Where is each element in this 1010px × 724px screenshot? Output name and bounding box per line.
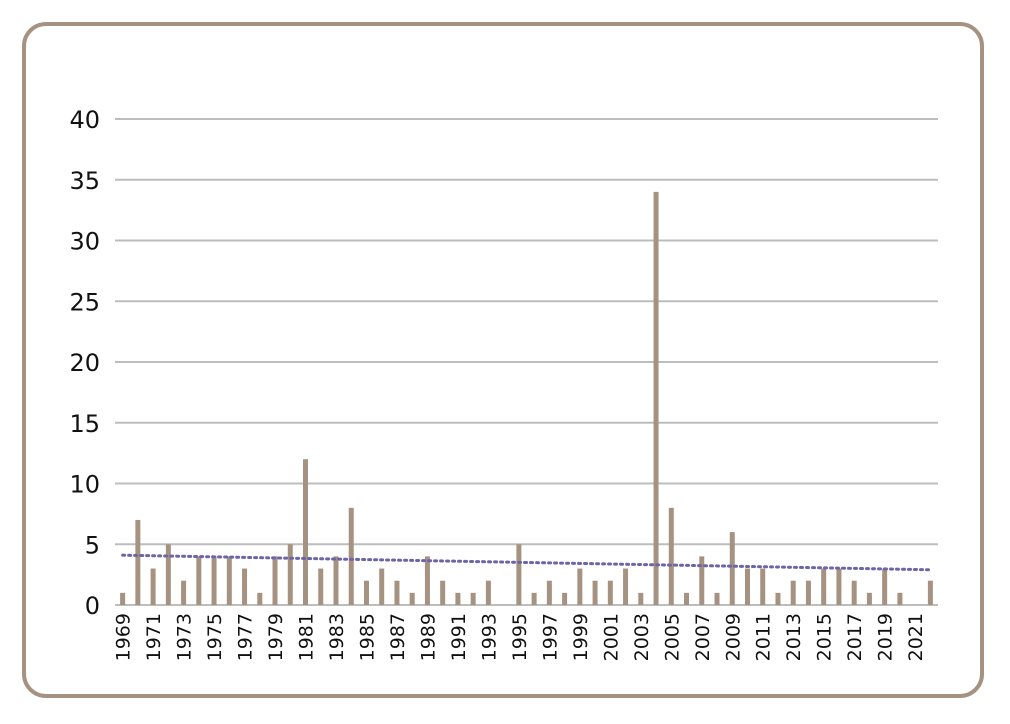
bar-1975 bbox=[211, 556, 217, 605]
x-tick-label: 2021 bbox=[905, 613, 927, 661]
bar-2009 bbox=[729, 532, 735, 605]
y-tick-label: 20 bbox=[69, 349, 100, 377]
x-tick-label: 1993 bbox=[478, 613, 500, 661]
bar-1992 bbox=[470, 592, 476, 605]
bar-2001 bbox=[607, 580, 613, 605]
gridlines bbox=[115, 118, 938, 606]
bar-1991 bbox=[455, 592, 461, 605]
x-tick-label: 1985 bbox=[356, 613, 378, 661]
x-tick-label: 1983 bbox=[326, 613, 348, 661]
bar-1998 bbox=[562, 592, 568, 605]
bar-1989 bbox=[424, 556, 430, 605]
x-tick-label: 2005 bbox=[661, 613, 683, 661]
bar-1977 bbox=[242, 568, 248, 605]
bar-1990 bbox=[440, 580, 446, 605]
bar-2020 bbox=[897, 592, 903, 605]
x-axis-ticks: 1969 1971 1973 1975 1977 1979 1981 1983 1985 1987… bbox=[113, 613, 928, 661]
bar-1978 bbox=[257, 592, 263, 605]
bar-2006 bbox=[684, 592, 690, 605]
trendline bbox=[121, 553, 932, 572]
x-tick-label: 1975 bbox=[204, 613, 226, 661]
bar-1970 bbox=[135, 519, 141, 605]
bar-1972 bbox=[165, 544, 171, 605]
x-tick-label: 1969 bbox=[113, 613, 135, 661]
bar-1997 bbox=[546, 580, 552, 605]
bar-1985 bbox=[363, 580, 369, 605]
bar-2008 bbox=[714, 592, 720, 605]
x-tick-label: 1977 bbox=[235, 613, 257, 661]
y-tick-label: 0 bbox=[85, 592, 100, 620]
y-axis-ticks: 0 5 10 15 20 25 30 35 40 bbox=[69, 106, 100, 620]
y-tick-label: 5 bbox=[85, 531, 100, 559]
x-tick-label: 1991 bbox=[448, 613, 470, 661]
bar-2004 bbox=[653, 191, 659, 605]
bar-1979 bbox=[272, 556, 278, 605]
bar-1974 bbox=[196, 556, 202, 605]
bar-2013 bbox=[790, 580, 796, 605]
bar-1993 bbox=[485, 580, 491, 605]
bar-2011 bbox=[760, 568, 766, 605]
x-tick-label: 1989 bbox=[417, 613, 439, 661]
bar-1996 bbox=[531, 592, 537, 605]
bar-2003 bbox=[638, 592, 644, 605]
x-tick-label: 2009 bbox=[722, 613, 744, 661]
x-tick-label: 2017 bbox=[844, 613, 866, 661]
x-tick-label: 2013 bbox=[783, 613, 805, 661]
x-tick-label: 2011 bbox=[753, 613, 775, 661]
bar-2002 bbox=[623, 568, 629, 605]
x-tick-label: 1999 bbox=[570, 613, 592, 661]
bar-2022 bbox=[927, 580, 933, 605]
bar-1984 bbox=[348, 507, 354, 605]
bar-2005 bbox=[668, 507, 674, 605]
bar-1969 bbox=[120, 592, 126, 605]
bar-2017 bbox=[851, 580, 857, 605]
bar-1983 bbox=[333, 556, 339, 605]
x-tick-label: 1979 bbox=[265, 613, 287, 661]
bar-2019 bbox=[882, 568, 888, 605]
x-tick-label: 1997 bbox=[539, 613, 561, 661]
bar-2018 bbox=[866, 592, 872, 605]
x-tick-label: 1973 bbox=[174, 613, 196, 661]
x-tick-label: 2019 bbox=[875, 613, 897, 661]
bar-2015 bbox=[821, 568, 827, 605]
x-tick-label: 1995 bbox=[509, 613, 531, 661]
x-tick-label: 1971 bbox=[143, 613, 165, 661]
bar-1981 bbox=[303, 459, 309, 605]
bar-1999 bbox=[577, 568, 583, 605]
y-tick-label: 10 bbox=[69, 471, 100, 499]
x-tick-label: 2003 bbox=[631, 613, 653, 661]
bar-1987 bbox=[394, 580, 400, 605]
trendline-layer bbox=[121, 553, 932, 572]
bar-1988 bbox=[409, 592, 415, 605]
x-tick-label: 1987 bbox=[387, 613, 409, 661]
x-tick-label: 1981 bbox=[296, 613, 318, 661]
y-tick-label: 35 bbox=[69, 167, 100, 195]
x-tick-label: 2015 bbox=[814, 613, 836, 661]
bars bbox=[120, 191, 933, 605]
bar-1980 bbox=[287, 544, 293, 605]
x-tick-label: 2007 bbox=[692, 613, 714, 661]
bar-1976 bbox=[226, 556, 232, 605]
bar-1986 bbox=[379, 568, 385, 605]
bar-2016 bbox=[836, 568, 842, 605]
y-tick-label: 40 bbox=[69, 106, 100, 134]
bar-1971 bbox=[150, 568, 156, 605]
bar-1982 bbox=[318, 568, 324, 605]
bar-2012 bbox=[775, 592, 781, 605]
y-tick-label: 15 bbox=[69, 410, 100, 438]
bar-1973 bbox=[181, 580, 187, 605]
bar-2010 bbox=[744, 568, 750, 605]
x-tick-label: 2001 bbox=[600, 613, 622, 661]
bar-2014 bbox=[805, 580, 811, 605]
bar-2007 bbox=[699, 556, 705, 605]
y-tick-label: 30 bbox=[69, 228, 100, 256]
bar-2000 bbox=[592, 580, 598, 605]
bar-1995 bbox=[516, 544, 522, 605]
y-tick-label: 25 bbox=[69, 288, 100, 316]
